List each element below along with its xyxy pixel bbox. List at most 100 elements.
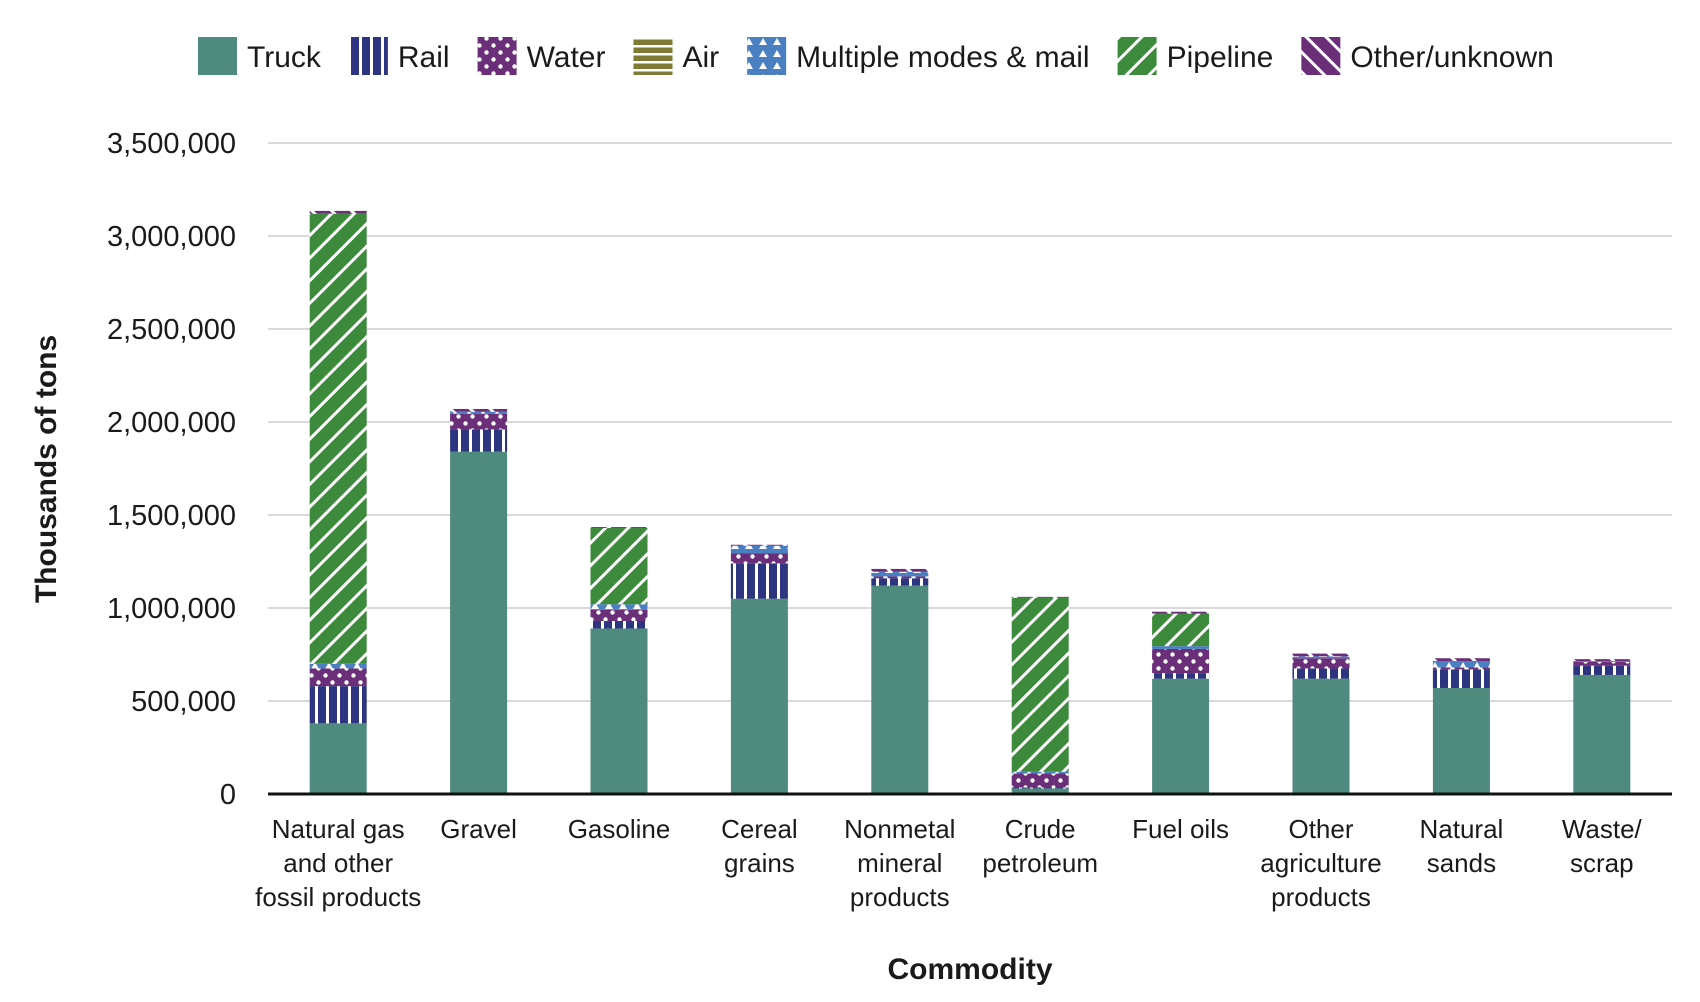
bar-segment-rail xyxy=(1432,669,1490,688)
bar-segment-multiple-modes-and-mail xyxy=(1573,661,1631,662)
bar-segment-other-unknown xyxy=(590,527,648,529)
bar-segment-multiple-modes-and-mail xyxy=(309,663,367,669)
bar-segment-other-unknown xyxy=(1152,611,1210,614)
bar-segment-rail xyxy=(1292,668,1350,679)
x-category-label: Crude petroleum xyxy=(982,814,1098,878)
bar-segment-truck xyxy=(309,723,367,794)
legend-swatch-air xyxy=(633,37,673,75)
bar-segment-pipeline xyxy=(590,528,648,605)
bar-stack-crude-petroleum xyxy=(1011,596,1069,794)
legend-label-truck: Truck xyxy=(247,41,322,74)
bar-segment-multiple-modes-and-mail xyxy=(871,571,929,577)
bar-segment-multiple-modes-and-mail xyxy=(1011,771,1069,774)
y-axis-ticks: 0 500,000 1,000,000 1,500,000 2,000,000 2,500… xyxy=(107,128,236,811)
bar-segment-water xyxy=(871,576,929,579)
x-category-label: Cereal grains xyxy=(721,814,798,878)
bar-stack-gasoline xyxy=(590,527,648,794)
legend-item-truck: Truck xyxy=(198,37,322,75)
bar-segment-truck xyxy=(590,628,648,794)
bar-segment-water xyxy=(1292,658,1350,669)
bar-segment-pipeline xyxy=(1011,597,1069,772)
bar-segment-truck xyxy=(1152,678,1210,794)
bar-stack-gravel xyxy=(450,408,508,794)
bar-segment-other-unknown xyxy=(1011,596,1069,598)
bar-segment-multiple-modes-and-mail xyxy=(1152,646,1210,649)
y-tick-label: 1,500,000 xyxy=(107,500,236,532)
legend-item-other-unknown: Other/unknown xyxy=(1301,37,1554,75)
bar-segment-multiple-modes-and-mail xyxy=(590,604,648,610)
bar-segment-multiple-modes-and-mail xyxy=(450,411,508,414)
bar-segment-other-unknown xyxy=(450,408,508,412)
legend-item-pipeline: Pipeline xyxy=(1117,37,1273,75)
bar-segment-truck xyxy=(1432,687,1490,794)
x-category-label: Waste/scrap xyxy=(1562,814,1643,878)
legend: Truck Rail Water Air Multiple modes & mail Pi… xyxy=(198,37,1554,75)
x-category-label: Gravel xyxy=(440,814,517,844)
bar-stack-cereal-grains xyxy=(730,544,788,794)
bar-segment-other-unknown xyxy=(309,210,367,214)
legend-swatch-truck xyxy=(198,37,237,75)
bar-segment-truck xyxy=(450,451,508,794)
bar-segment-other-unknown xyxy=(871,568,929,572)
bar-segment-other-unknown xyxy=(1432,658,1490,662)
bar-segment-rail xyxy=(450,429,508,452)
bar-segment-other-unknown xyxy=(1292,653,1350,657)
bar-segment-rail xyxy=(590,621,648,629)
bar-stack-waste-scrap xyxy=(1573,659,1631,794)
x-axis-categories: Natural gas and other fossil products Grave… xyxy=(255,814,1642,912)
y-tick-label: 2,000,000 xyxy=(107,407,236,439)
x-category-label: Nonmetal mineral products xyxy=(844,814,955,912)
x-category-label: Natural sands xyxy=(1419,814,1503,878)
bar-segment-rail xyxy=(1152,673,1210,679)
bar-segment-water xyxy=(309,668,367,687)
bar-segment-rail xyxy=(1573,665,1631,675)
y-tick-label: 3,500,000 xyxy=(107,128,236,160)
bars xyxy=(309,210,1631,794)
bar-segment-water xyxy=(590,609,648,622)
bar-segment-water xyxy=(730,553,788,564)
legend-label-water: Water xyxy=(527,41,606,74)
bar-segment-truck xyxy=(871,585,929,794)
bar-segment-truck xyxy=(730,598,788,794)
bar-segment-water xyxy=(1432,667,1490,670)
y-tick-label: 1,000,000 xyxy=(107,593,236,625)
bar-segment-truck xyxy=(1573,674,1631,794)
legend-item-rail: Rail xyxy=(348,37,450,75)
bar-segment-other-unknown xyxy=(730,544,788,546)
bar-segment-rail xyxy=(871,578,929,586)
x-category-label: Fuel oils xyxy=(1132,814,1229,844)
legend-item-air: Air xyxy=(633,37,719,75)
y-axis-title: Thousands of tons xyxy=(30,335,63,603)
bar-segment-truck xyxy=(1292,678,1350,794)
x-category-label: Natural gas and other fossil products xyxy=(255,814,421,912)
legend-swatch-pipeline xyxy=(1117,37,1157,75)
legend-label-multiple-modes-and-mail: Multiple modes & mail xyxy=(796,41,1089,74)
bar-segment-water xyxy=(1152,648,1210,674)
bar-stack-natural-sands xyxy=(1432,658,1490,794)
x-category-label: Gasoline xyxy=(568,814,671,844)
legend-item-water: Water xyxy=(477,37,606,75)
x-axis-title: Commodity xyxy=(888,953,1053,986)
bar-segment-pipeline xyxy=(1152,613,1210,647)
bar-segment-pipeline xyxy=(309,213,367,664)
y-tick-label: 2,500,000 xyxy=(107,314,236,346)
legend-swatch-multiple-modes-and-mail xyxy=(747,37,787,75)
bar-stack-natural-gas-and-other-fossil-products xyxy=(309,210,367,794)
bar-segment-truck xyxy=(1011,788,1069,794)
y-tick-label: 3,000,000 xyxy=(107,221,236,253)
bar-segment-rail xyxy=(309,686,367,724)
legend-label-air: Air xyxy=(682,41,719,74)
y-tick-label: 500,000 xyxy=(131,686,236,718)
bar-segment-water xyxy=(1573,661,1631,666)
bar-stack-fuel-oils xyxy=(1152,611,1210,794)
legend-item-multiple-modes-and-mail: Multiple modes & mail xyxy=(747,37,1090,75)
bar-segment-multiple-modes-and-mail xyxy=(1292,656,1350,659)
legend-label-rail: Rail xyxy=(398,41,450,74)
bar-segment-rail xyxy=(1011,787,1069,789)
bar-stack-nonmetal-mineral-products xyxy=(871,568,929,794)
y-tick-label: 0 xyxy=(220,779,236,811)
legend-swatch-water xyxy=(477,37,517,75)
bar-segment-rail xyxy=(730,563,788,599)
